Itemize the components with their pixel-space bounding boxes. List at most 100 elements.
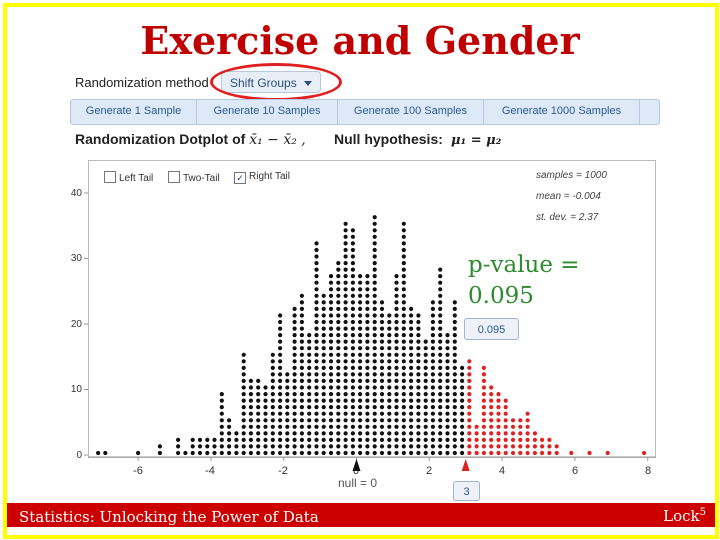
dot <box>525 450 530 456</box>
dot <box>278 339 283 344</box>
generate-toolbar <box>70 99 660 125</box>
generate-1000-samples-button[interactable]: Generate 1000 Samples <box>484 99 640 125</box>
cutoff-value-box[interactable]: 3 <box>453 481 480 501</box>
dot <box>328 333 334 338</box>
footer-bar <box>7 503 715 527</box>
dot <box>365 398 370 403</box>
dotplot-title: Randomization Dotplot of x̄₁ − x̄₂ , <box>75 131 306 148</box>
dot <box>496 418 501 423</box>
dot <box>503 431 508 436</box>
dot <box>416 444 421 449</box>
dot <box>430 319 435 325</box>
dot <box>387 418 392 423</box>
generate-100-samples-button[interactable]: Generate 100 Samples <box>338 99 484 125</box>
dot <box>452 378 457 383</box>
dot <box>430 437 435 442</box>
dot <box>263 450 268 456</box>
dot <box>358 378 363 383</box>
dot <box>248 450 253 456</box>
dot <box>489 424 494 429</box>
dot <box>379 424 385 429</box>
dot <box>350 392 355 397</box>
dot <box>336 326 341 331</box>
dot <box>227 431 232 436</box>
dot <box>430 424 435 429</box>
dot <box>336 352 341 357</box>
dot <box>314 398 319 403</box>
right-tail-checkbox[interactable]: ✓ <box>234 172 246 184</box>
dot <box>394 326 399 331</box>
dot <box>481 392 486 397</box>
dot <box>401 267 406 272</box>
dot <box>343 411 348 416</box>
dot <box>314 254 319 259</box>
dot <box>350 261 355 266</box>
dot <box>481 372 486 377</box>
dot <box>299 418 304 423</box>
dot <box>489 444 494 449</box>
dot <box>401 444 406 449</box>
dot <box>314 261 319 266</box>
dot <box>394 405 399 410</box>
dot <box>467 365 472 370</box>
dot <box>401 411 406 416</box>
dot <box>409 319 414 325</box>
dot <box>452 405 457 410</box>
generate-10-samples-button[interactable]: Generate 10 Samples <box>197 99 338 125</box>
dot <box>445 418 450 423</box>
dot <box>321 398 326 403</box>
two-tail-checkbox[interactable] <box>168 171 180 183</box>
two-tail-option[interactable]: Two-Tail <box>168 171 220 184</box>
dot <box>328 313 334 318</box>
dot <box>336 300 341 305</box>
right-tail-option[interactable]: ✓ Right Tail <box>234 171 290 184</box>
dot <box>372 326 377 331</box>
dot <box>510 450 516 456</box>
dot <box>314 405 319 410</box>
dot <box>430 418 435 423</box>
dot <box>365 431 370 436</box>
null-marker-label: null = 0 <box>338 476 378 490</box>
dot <box>445 385 450 390</box>
dot <box>430 385 435 390</box>
dot <box>445 405 450 410</box>
dot <box>299 306 304 311</box>
dot <box>270 352 275 357</box>
dot <box>445 398 450 403</box>
generate-1-sample-button[interactable]: Generate 1 Sample <box>71 99 197 125</box>
dot <box>292 418 297 423</box>
dot <box>343 372 348 377</box>
dot <box>314 365 319 370</box>
dot <box>307 450 312 456</box>
dot <box>489 411 494 416</box>
dot <box>219 411 224 416</box>
dot <box>350 319 355 325</box>
dot <box>270 392 275 397</box>
dot <box>518 431 523 436</box>
dot <box>438 339 443 344</box>
left-tail-option[interactable]: Left Tail <box>104 171 153 184</box>
dot <box>452 365 457 370</box>
dot <box>525 437 530 442</box>
dot <box>409 431 414 436</box>
dot <box>307 405 312 410</box>
dot <box>540 444 545 449</box>
dot <box>256 405 261 410</box>
dot <box>157 450 162 456</box>
cutoff-marker-triangle[interactable] <box>461 459 470 471</box>
dot <box>423 339 428 344</box>
dot <box>96 450 101 456</box>
dot <box>292 405 297 410</box>
dot <box>372 444 377 449</box>
dot <box>394 319 399 325</box>
dot <box>365 378 370 383</box>
dot <box>423 405 428 410</box>
left-tail-checkbox[interactable] <box>104 171 116 183</box>
dot <box>343 287 348 292</box>
dot <box>394 293 399 298</box>
dot <box>416 346 421 351</box>
dot <box>263 424 268 429</box>
dot <box>350 241 355 246</box>
dot <box>372 306 377 311</box>
randomization-method-label: Randomization method <box>75 75 209 90</box>
